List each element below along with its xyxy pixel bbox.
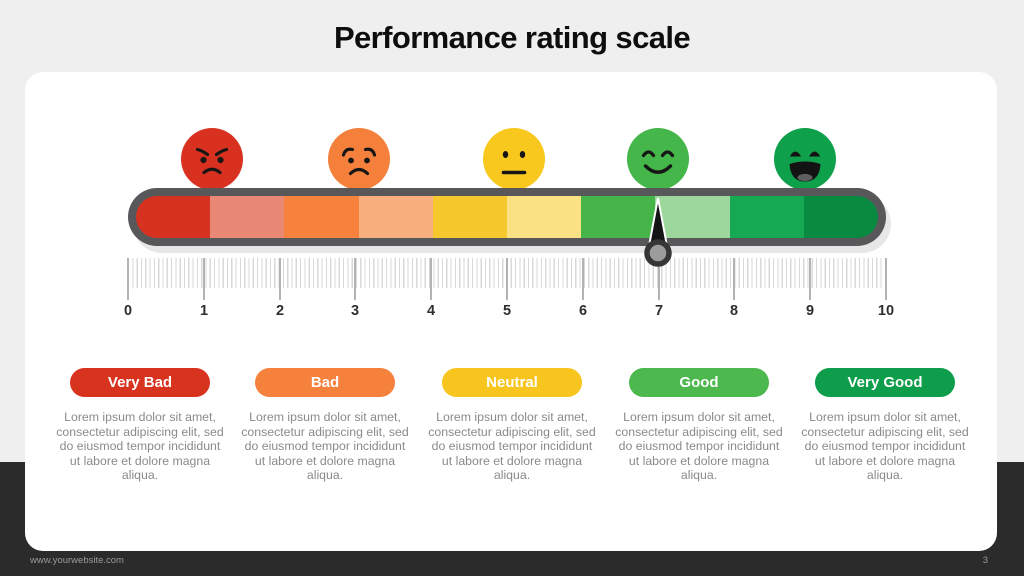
ruler-tick-1 xyxy=(203,258,205,300)
neutral-face-circle xyxy=(483,128,545,190)
rating-column-very-bad: Very Bad Lorem ipsum dolor sit amet, con… xyxy=(55,368,225,483)
ruler-tick-0 xyxy=(127,258,129,300)
gauge-bar xyxy=(128,188,886,246)
tick-label-1: 1 xyxy=(199,303,209,319)
gauge-segment-3 xyxy=(284,196,359,238)
gauge-segment-6 xyxy=(507,196,582,238)
gauge-track xyxy=(136,196,878,238)
rating-description: Lorem ipsum dolor sit amet, consectetur … xyxy=(615,410,783,482)
ruler-tick-3 xyxy=(354,258,356,300)
gauge-segment-2 xyxy=(210,196,285,238)
rating-column-neutral: Neutral Lorem ipsum dolor sit amet, cons… xyxy=(427,368,597,483)
tick-label-5: 5 xyxy=(502,303,512,319)
gauge-segment-8 xyxy=(655,196,730,238)
rating-label: Good xyxy=(679,374,719,391)
happy-face-icon xyxy=(627,128,689,190)
footer-website: www.yourwebsite.com xyxy=(30,555,124,566)
tick-label-0: 0 xyxy=(123,303,133,319)
gauge-segment-5 xyxy=(432,196,508,238)
gauge-segment-4 xyxy=(358,196,433,238)
happy-face-circle xyxy=(627,128,689,190)
rating-label: Bad xyxy=(310,374,340,391)
ruler-tick-7 xyxy=(658,258,660,300)
rating-column-bad: Bad Lorem ipsum dolor sit amet, consecte… xyxy=(240,368,410,483)
tick-label-7: 7 xyxy=(654,303,664,319)
angry-face-circle xyxy=(181,128,243,190)
rating-description: Lorem ipsum dolor sit amet, consectetur … xyxy=(428,410,596,482)
pointer-needle xyxy=(644,197,672,267)
rating-label: Neutral xyxy=(486,374,538,391)
rating-badge-good: Good xyxy=(629,368,769,397)
gauge-segment-9 xyxy=(729,196,804,238)
angry-face-icon xyxy=(181,128,243,190)
rating-description: Lorem ipsum dolor sit amet, consectetur … xyxy=(56,410,224,482)
gauge-segment-10 xyxy=(803,196,878,238)
gauge-segment-7 xyxy=(581,196,656,238)
rating-description: Lorem ipsum dolor sit amet, consectetur … xyxy=(241,410,409,482)
rating-description: Lorem ipsum dolor sit amet, consectetur … xyxy=(801,410,969,482)
content-card: 0 1 2 3 4 5 6 7 8 9 10 Very Bad Lorem ip… xyxy=(25,72,997,551)
ruler-tick-8 xyxy=(733,258,735,300)
gauge-segment-1 xyxy=(136,196,211,238)
ruler-tick-4 xyxy=(430,258,432,300)
sad-face-icon xyxy=(328,128,390,190)
rating-column-very-good: Very Good Lorem ipsum dolor sit amet, co… xyxy=(800,368,970,483)
tick-label-10: 10 xyxy=(877,303,895,319)
ruler-tick-9 xyxy=(809,258,811,300)
tick-label-8: 8 xyxy=(729,303,739,319)
neutral-face-icon xyxy=(483,128,545,190)
rating-badge-very-good: Very Good xyxy=(815,368,955,397)
sad-face-circle xyxy=(328,128,390,190)
tick-label-3: 3 xyxy=(350,303,360,319)
ruler-tick-2 xyxy=(279,258,281,300)
footer-page-number: 3 xyxy=(982,555,988,566)
tick-label-2: 2 xyxy=(275,303,285,319)
tick-label-9: 9 xyxy=(805,303,815,319)
rating-badge-neutral: Neutral xyxy=(442,368,582,397)
ruler-tick-6 xyxy=(582,258,584,300)
tick-label-6: 6 xyxy=(578,303,588,319)
ruler-tick-5 xyxy=(506,258,508,300)
rating-label: Very Good xyxy=(847,374,923,391)
laughing-face-icon xyxy=(774,128,836,190)
slide-title: Performance rating scale xyxy=(333,20,691,55)
tick-label-4: 4 xyxy=(426,303,436,319)
rating-label: Very Bad xyxy=(107,374,173,391)
rating-badge-very-bad: Very Bad xyxy=(70,368,210,397)
rating-badge-bad: Bad xyxy=(255,368,395,397)
rating-column-good: Good Lorem ipsum dolor sit amet, consect… xyxy=(614,368,784,483)
ruler-tick-10 xyxy=(885,258,887,300)
